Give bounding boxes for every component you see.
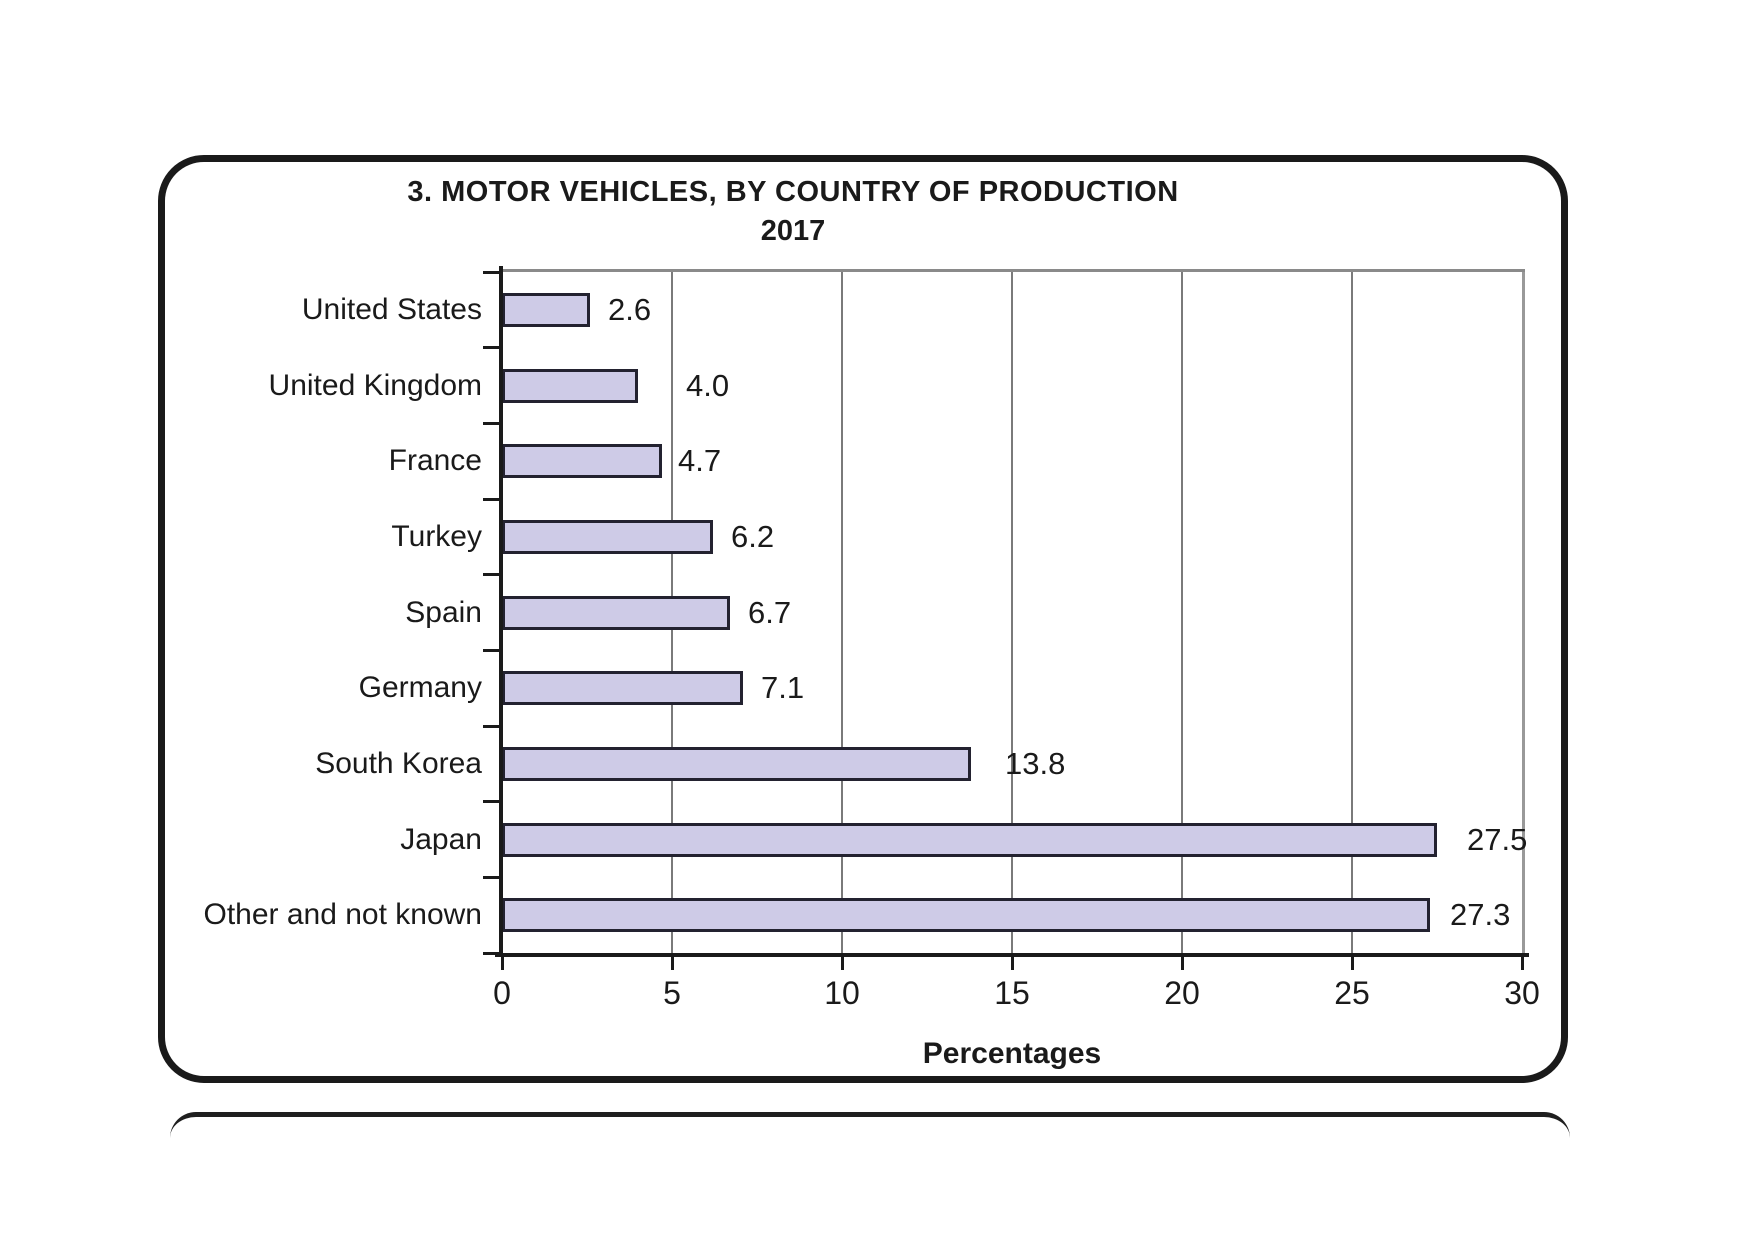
- value-label: 27.5: [1467, 821, 1528, 857]
- y-axis-tick: [483, 270, 499, 274]
- category-label: United States: [301, 293, 482, 326]
- y-axis-tick: [483, 951, 499, 955]
- gridline-25: [1351, 272, 1353, 953]
- plot-top-border: [502, 269, 1525, 272]
- y-axis-tick: [483, 875, 499, 879]
- value-label: 6.7: [748, 594, 792, 630]
- value-label: 4.7: [678, 443, 722, 479]
- x-axis-tick: [1010, 957, 1014, 970]
- value-label: 4.0: [686, 367, 730, 403]
- category-label: Germany: [358, 671, 482, 705]
- category-label: South Korea: [315, 747, 482, 780]
- x-axis-tick-label: 0: [493, 975, 511, 1011]
- bar: [502, 519, 713, 554]
- x-axis-tick: [1180, 957, 1184, 970]
- x-axis-title: Percentages: [922, 1037, 1102, 1070]
- x-axis-tick-label: 20: [1164, 975, 1200, 1011]
- bar: [502, 822, 1437, 857]
- y-axis-tick: [483, 800, 499, 804]
- chart-title-block: 3. MOTOR VEHICLES, BY COUNTRY OF PRODUCT…: [0, 172, 1586, 250]
- bar: [502, 671, 743, 706]
- x-axis-tick-label: 10: [824, 975, 860, 1011]
- value-label: 13.8: [1005, 746, 1066, 781]
- category-label: Turkey: [391, 520, 482, 553]
- category-label: Japan: [400, 822, 482, 856]
- x-axis-tick-label: 25: [1334, 975, 1370, 1011]
- value-label: 2.6: [608, 292, 652, 327]
- x-axis: [495, 953, 1529, 957]
- chart-title: 3. MOTOR VEHICLES, BY COUNTRY OF PRODUCT…: [407, 176, 1179, 208]
- gridline-15: [1011, 272, 1013, 953]
- x-axis-tick: [840, 957, 844, 970]
- y-axis-tick: [483, 421, 499, 425]
- y-axis-tick: [483, 573, 499, 577]
- x-axis-tick: [670, 957, 674, 970]
- category-label: Other and not known: [203, 898, 482, 932]
- y-axis-tick: [483, 648, 499, 652]
- y-axis-tick: [483, 346, 499, 350]
- gridline-20: [1181, 272, 1183, 953]
- x-axis-tick-label: 30: [1504, 975, 1540, 1011]
- bar: [502, 292, 590, 327]
- y-axis-tick: [483, 724, 499, 728]
- plot-right-border: [1522, 272, 1525, 953]
- x-axis-tick: [1350, 957, 1354, 970]
- gridline-10: [841, 272, 843, 953]
- bar: [502, 444, 662, 479]
- next-figure-frame-top: [170, 1112, 1570, 1138]
- value-label: 27.3: [1450, 897, 1511, 933]
- bar: [502, 595, 730, 630]
- category-label: France: [388, 444, 482, 478]
- chart-subtitle: 2017: [760, 215, 826, 247]
- value-label: 7.1: [761, 670, 805, 706]
- x-axis-tick: [1520, 957, 1524, 970]
- bar: [502, 898, 1430, 933]
- value-label: 6.2: [731, 519, 775, 554]
- category-label: Spain: [405, 595, 482, 629]
- y-axis: [499, 266, 503, 957]
- bar: [502, 368, 638, 403]
- x-axis-tick: [500, 957, 504, 970]
- category-label: United Kingdom: [268, 368, 482, 402]
- y-axis-tick: [483, 497, 499, 501]
- bar: [502, 746, 971, 781]
- x-axis-tick-label: 15: [994, 975, 1030, 1011]
- x-axis-tick-label: 5: [663, 975, 681, 1011]
